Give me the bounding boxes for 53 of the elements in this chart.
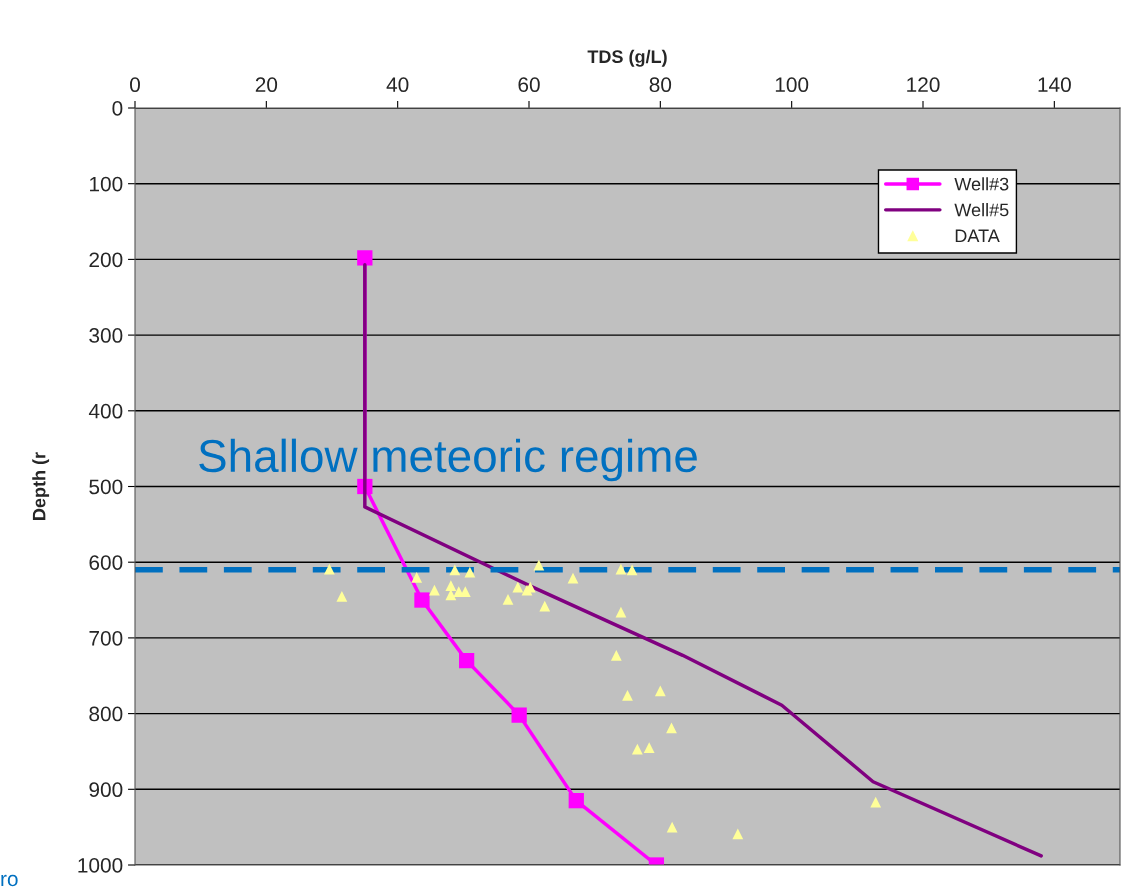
y-tick-label: 500 xyxy=(89,479,123,495)
point xyxy=(429,584,440,596)
y-tick-label: 200 xyxy=(89,252,123,268)
y-tick-label: 300 xyxy=(89,328,123,343)
point xyxy=(870,796,882,808)
point xyxy=(732,828,744,840)
x-axis-title: TDS (g/L) xyxy=(587,49,667,67)
x-tick-label: 40 xyxy=(386,77,409,93)
point xyxy=(458,652,475,669)
y-tick-label: 900 xyxy=(89,782,123,798)
point xyxy=(323,563,335,575)
point xyxy=(414,592,430,608)
point xyxy=(666,821,678,833)
legend-label: Well#3 xyxy=(954,177,1009,191)
y-tick-label: 100 xyxy=(90,176,123,192)
point xyxy=(568,793,584,809)
y-tick-label: 600 xyxy=(89,555,123,570)
y-tick-label: 700 xyxy=(89,630,123,646)
x-tick-label: 140 xyxy=(1038,77,1071,93)
y-tick-label: 400 xyxy=(88,403,123,419)
point xyxy=(411,571,423,583)
legend-label: DATA xyxy=(955,229,1000,243)
point xyxy=(533,559,545,571)
point xyxy=(512,581,524,593)
text: ro xyxy=(1,874,18,887)
point xyxy=(622,690,633,701)
legend-label: Well#5 xyxy=(954,203,1009,217)
x-tick-label: 100 xyxy=(775,77,809,93)
x-tick-label: 80 xyxy=(649,77,672,93)
point xyxy=(631,743,643,755)
point xyxy=(449,564,461,576)
point xyxy=(615,563,627,575)
point xyxy=(336,590,348,602)
point xyxy=(511,707,527,723)
point xyxy=(626,564,638,576)
point xyxy=(464,566,476,578)
point xyxy=(502,593,514,605)
x-tick-label: 120 xyxy=(907,77,940,93)
point xyxy=(610,649,622,661)
x-tick-label: 0 xyxy=(130,77,140,93)
y-tick-label: 1000 xyxy=(78,858,123,873)
annotation: Shallow meteoric regime xyxy=(199,438,697,482)
x-tick-label: 60 xyxy=(518,77,540,93)
x-tick-label: 20 xyxy=(255,77,278,93)
point xyxy=(643,742,655,754)
y-axis-title: Depth (r xyxy=(32,452,50,520)
point xyxy=(357,250,373,266)
point xyxy=(445,580,457,592)
point xyxy=(654,685,666,697)
y-tick-label: 0 xyxy=(112,101,123,116)
point xyxy=(539,600,551,612)
y-tick-label: 800 xyxy=(89,706,123,722)
point xyxy=(615,606,627,618)
